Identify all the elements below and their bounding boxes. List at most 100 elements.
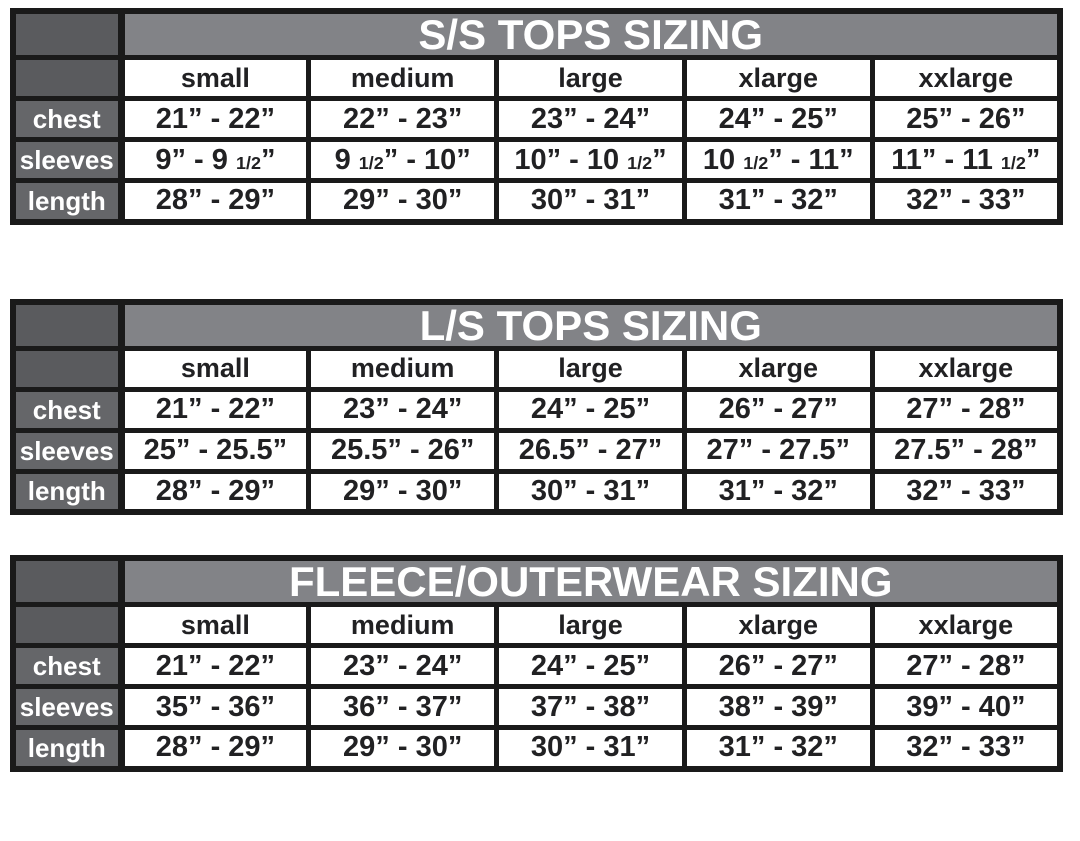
size-value-cell: 24” - 25” (494, 386, 687, 433)
size-value-cell: 9” - 9 1/2” (118, 137, 312, 183)
table-title: L/S TOPS SIZING (118, 299, 1063, 351)
size-value-cell: 28” - 29” (118, 468, 312, 515)
data-row-length: length 28” - 29” 29” - 30” 30” - 31” 31” - 3… (10, 725, 1063, 771)
column-header-row: small medium large xlarge xxlarge (10, 602, 1063, 648)
size-value-cell: 30” - 31” (494, 178, 687, 224)
size-value-cell: 30” - 31” (494, 725, 687, 771)
fraction-half: 1/2 (627, 152, 653, 173)
table-title: FLEECE/OUTERWEAR SIZING (118, 555, 1063, 607)
column-header-xxlarge: xxlarge (869, 55, 1063, 101)
ss-tops-sizing-table: S/S TOPS SIZING small medium large xlarge xx… (10, 8, 1063, 225)
row-label-length: length (10, 468, 125, 515)
data-row-sleeves: sleeves 9” - 9 1/2” 9 1/2” - 10” 10” - 10 1… (10, 137, 1063, 183)
size-value-cell: 23” - 24” (306, 643, 500, 689)
size-value-cell: 29” - 30” (306, 725, 500, 771)
row-label-sleeves: sleeves (10, 137, 125, 183)
column-header-medium: medium (306, 345, 500, 392)
size-value-cell: 29” - 30” (306, 468, 500, 515)
size-value-cell: 32” - 33” (869, 178, 1063, 224)
size-value-cell: 26” - 27” (681, 643, 875, 689)
size-value-cell: 25” - 26” (869, 96, 1063, 142)
size-value-cell: 32” - 33” (869, 468, 1063, 515)
size-value-cell: 10” - 10 1/2” (494, 137, 687, 183)
data-row-chest: chest 21” - 22” 23” - 24” 24” - 25” 26” - 27… (10, 386, 1063, 433)
size-value-cell: 24” - 25” (681, 96, 875, 142)
fleece-outerwear-table-body: FLEECE/OUTERWEAR SIZING small medium large… (10, 555, 1063, 771)
column-header-row: small medium large xlarge xxlarge (10, 55, 1063, 101)
size-value-cell: 39” - 40” (869, 684, 1063, 730)
ls-tops-table-body: L/S TOPS SIZING small medium large xlarge xx… (10, 299, 1063, 515)
ss-tops-table-body: S/S TOPS SIZING small medium large xlarge xx… (10, 8, 1063, 224)
size-value-cell: 23” - 24” (494, 96, 687, 142)
corner-cell (10, 8, 125, 60)
size-value-cell: 31” - 32” (681, 178, 875, 224)
size-value-cell: 36” - 37” (306, 684, 500, 730)
size-value-cell: 31” - 32” (681, 468, 875, 515)
corner-cell (10, 55, 125, 101)
table-title: S/S TOPS SIZING (118, 8, 1063, 60)
size-value-cell: 9 1/2” - 10” (306, 137, 500, 183)
title-row: S/S TOPS SIZING (10, 8, 1063, 60)
size-value-cell: 30” - 31” (494, 468, 687, 515)
fraction-half: 1/2 (235, 152, 261, 173)
column-header-xxlarge: xxlarge (869, 602, 1063, 648)
corner-cell (10, 299, 125, 351)
title-row: L/S TOPS SIZING (10, 299, 1063, 351)
row-label-length: length (10, 725, 125, 771)
corner-cell (10, 345, 125, 392)
size-value-cell: 35” - 36” (118, 684, 312, 730)
size-value-cell: 26” - 27” (681, 386, 875, 433)
fraction-half: 1/2 (358, 152, 384, 173)
column-header-small: small (118, 602, 312, 648)
title-row: FLEECE/OUTERWEAR SIZING (10, 555, 1063, 607)
column-header-small: small (118, 345, 312, 392)
size-value-cell: 24” - 25” (494, 643, 687, 689)
size-value-cell: 38” - 39” (681, 684, 875, 730)
size-value-cell: 32” - 33” (869, 725, 1063, 771)
size-value-cell: 28” - 29” (118, 178, 312, 224)
size-value-cell: 29” - 30” (306, 178, 500, 224)
size-value-cell: 22” - 23” (306, 96, 500, 142)
row-label-sleeves: sleeves (10, 427, 125, 474)
data-row-length: length 28” - 29” 29” - 30” 30” - 31” 31” - 3… (10, 178, 1063, 224)
data-row-length: length 28” - 29” 29” - 30” 30” - 31” 31” - 3… (10, 468, 1063, 515)
size-value-cell: 26.5” - 27” (494, 427, 687, 474)
size-value-cell: 28” - 29” (118, 725, 312, 771)
row-label-length: length (10, 178, 125, 224)
sizing-charts-page: S/S TOPS SIZING small medium large xlarge xx… (10, 8, 1063, 772)
size-value-cell: 27” - 28” (869, 643, 1063, 689)
size-value-cell: 11” - 11 1/2” (869, 137, 1063, 183)
column-header-xxlarge: xxlarge (869, 345, 1063, 392)
data-row-sleeves: sleeves 35” - 36” 36” - 37” 37” - 38” 38” - … (10, 684, 1063, 730)
ls-tops-sizing-table: L/S TOPS SIZING small medium large xlarge xx… (10, 298, 1063, 515)
row-label-chest: chest (10, 386, 125, 433)
corner-cell (10, 555, 125, 607)
fraction-half: 1/2 (743, 152, 769, 173)
column-header-large: large (494, 55, 687, 101)
size-value-cell: 23” - 24” (306, 386, 500, 433)
size-value-cell: 37” - 38” (494, 684, 687, 730)
size-value-cell: 21” - 22” (118, 643, 312, 689)
size-value-cell: 21” - 22” (118, 386, 312, 433)
column-header-medium: medium (306, 602, 500, 648)
size-value-cell: 27” - 28” (869, 386, 1063, 433)
column-header-xlarge: xlarge (681, 602, 875, 648)
size-value-cell: 21” - 22” (118, 96, 312, 142)
column-header-small: small (118, 55, 312, 101)
data-row-chest: chest 21” - 22” 23” - 24” 24” - 25” 26” - 27… (10, 643, 1063, 689)
data-row-chest: chest 21” - 22” 22” - 23” 23” - 24” 24” - 25… (10, 96, 1063, 142)
row-label-chest: chest (10, 96, 125, 142)
size-value-cell: 25.5” - 26” (306, 427, 500, 474)
size-value-cell: 31” - 32” (681, 725, 875, 771)
size-value-cell: 27.5” - 28” (869, 427, 1063, 474)
column-header-medium: medium (306, 55, 500, 101)
data-row-sleeves: sleeves 25” - 25.5” 25.5” - 26” 26.5” - 27”… (10, 427, 1063, 474)
row-label-chest: chest (10, 643, 125, 689)
column-header-large: large (494, 345, 687, 392)
corner-cell (10, 602, 125, 648)
column-header-row: small medium large xlarge xxlarge (10, 345, 1063, 392)
row-label-sleeves: sleeves (10, 684, 125, 730)
fraction-half: 1/2 (1000, 152, 1026, 173)
fleece-outerwear-sizing-table: FLEECE/OUTERWEAR SIZING small medium large… (10, 555, 1063, 772)
column-header-xlarge: xlarge (681, 55, 875, 101)
